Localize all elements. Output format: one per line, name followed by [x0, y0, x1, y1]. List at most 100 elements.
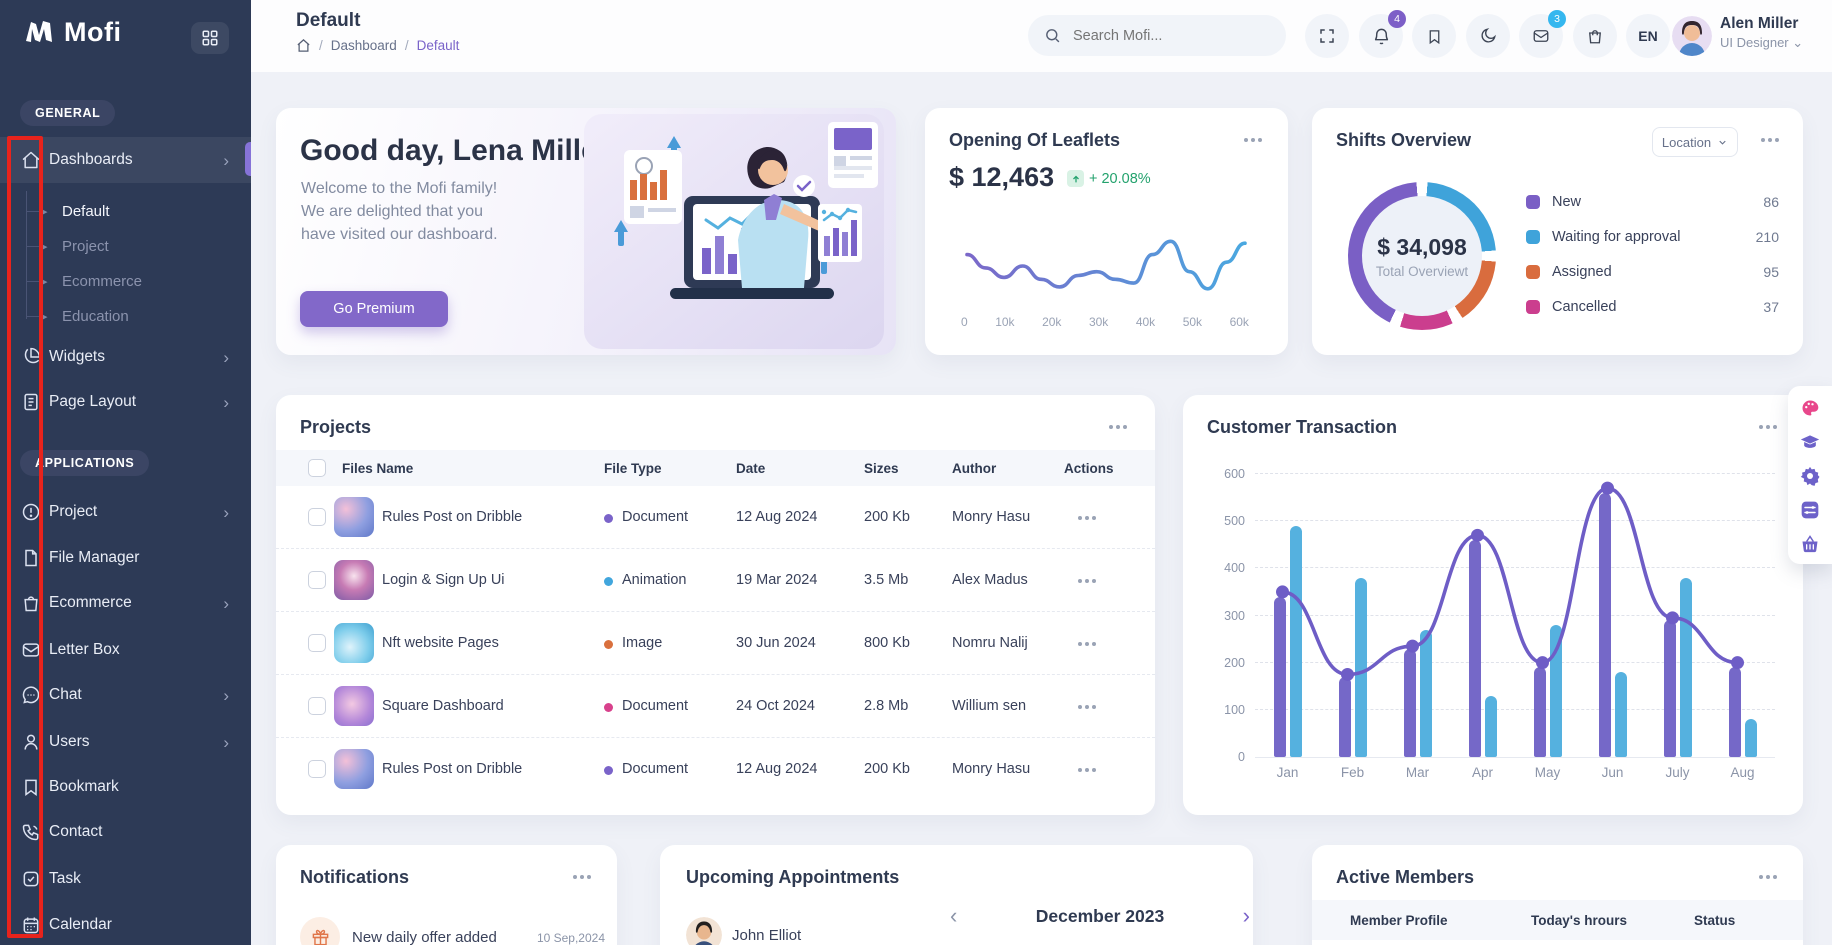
- sidebar-item-widgets[interactable]: Widgets ›: [0, 335, 251, 379]
- gridline: [1255, 708, 1775, 710]
- tx-bar-blue: [1419, 629, 1432, 757]
- row-actions-button[interactable]: [1072, 699, 1102, 715]
- fullscreen-button[interactable]: [1305, 14, 1349, 58]
- sidebar-item-task[interactable]: Task: [0, 857, 251, 901]
- customizer-panel: [1788, 386, 1832, 564]
- row-checkbox[interactable]: [308, 508, 326, 526]
- leaflets-card: Opening Of Leaflets $ 12,463 + 20.08% 0 …: [925, 108, 1288, 355]
- file-type-dot: [604, 640, 613, 649]
- arrow-bullet-icon: ▸: [42, 275, 48, 288]
- row-checkbox[interactable]: [308, 571, 326, 589]
- palette-icon[interactable]: [1796, 394, 1824, 422]
- sidebar-item-calendar[interactable]: Calendar: [0, 903, 251, 945]
- home-icon[interactable]: [296, 38, 311, 53]
- attendee-name[interactable]: John Elliot: [732, 927, 802, 944]
- user-profile[interactable]: Alen Miller UI Designer ⌄: [1720, 15, 1803, 51]
- sidebar-subitem-project[interactable]: ▸ Project: [0, 230, 251, 262]
- sidebar-item-chat[interactable]: Chat ›: [0, 673, 251, 717]
- gift-icon: [300, 917, 340, 945]
- next-month-button[interactable]: ›: [1242, 903, 1250, 928]
- user-name: Alen Miller: [1720, 15, 1799, 32]
- prev-month-button[interactable]: ‹: [950, 903, 958, 928]
- messages-button[interactable]: 3: [1519, 10, 1566, 58]
- sidebar-item-app-ecommerce[interactable]: Ecommerce ›: [0, 581, 251, 625]
- sidebar-item-letter-box[interactable]: Letter Box: [0, 628, 251, 672]
- chevron-down-icon: ⌄: [1788, 35, 1804, 50]
- sidebar-subitem-ecommerce[interactable]: ▸ Ecommerce: [0, 265, 251, 297]
- cart-button[interactable]: [1573, 14, 1617, 58]
- sidebar-subitem-education[interactable]: ▸ Education: [0, 300, 251, 332]
- search-box[interactable]: [1028, 15, 1286, 56]
- bookmark-button[interactable]: [1412, 14, 1456, 58]
- check-square-icon: [21, 869, 41, 889]
- submenu-connector: [26, 191, 27, 319]
- row-actions-button[interactable]: [1072, 762, 1102, 778]
- maximize-icon: [1320, 29, 1334, 43]
- legend-item-assigned: Assigned 95: [1526, 260, 1779, 284]
- appointments-title: Upcoming Appointments: [686, 867, 900, 887]
- sidebar-item-page-layout[interactable]: Page Layout ›: [0, 380, 251, 424]
- sidebar-item-users[interactable]: Users ›: [0, 720, 251, 764]
- row-actions-button[interactable]: [1072, 636, 1102, 652]
- tx-bar-purple: [1728, 667, 1741, 757]
- language-button[interactable]: EN: [1626, 14, 1670, 58]
- more-menu-button[interactable]: [567, 869, 597, 885]
- more-menu-button[interactable]: [1103, 419, 1133, 435]
- file-thumbnail: [334, 749, 374, 789]
- row-actions-button[interactable]: [1072, 510, 1102, 526]
- tx-bar-purple: [1598, 492, 1611, 757]
- gear-icon[interactable]: [1796, 462, 1824, 490]
- basket-icon[interactable]: [1796, 530, 1824, 558]
- appointments-card: Upcoming Appointments John Elliot ‹ Dece…: [660, 845, 1253, 945]
- row-checkbox[interactable]: [308, 760, 326, 778]
- table-row[interactable]: Nft website Pages Image 30 Jun 2024 800 …: [276, 612, 1155, 675]
- select-all-checkbox[interactable]: [308, 459, 326, 477]
- members-card: Active Members Member Profile Today's hr…: [1312, 845, 1803, 945]
- row-checkbox[interactable]: [308, 634, 326, 652]
- notifications-button[interactable]: 4: [1359, 10, 1406, 58]
- row-actions-button[interactable]: [1072, 573, 1102, 589]
- arrow-up-icon: [1067, 170, 1084, 187]
- table-row[interactable]: Rules Post on Dribble Document 12 Aug 20…: [276, 486, 1155, 549]
- message-icon: [1533, 30, 1549, 42]
- table-row[interactable]: Rules Post on Dribble Document 12 Aug 20…: [276, 738, 1155, 801]
- sidebar-item-bookmark[interactable]: Bookmark: [0, 765, 251, 809]
- go-premium-button[interactable]: Go Premium: [300, 291, 448, 327]
- search-input[interactable]: [1071, 26, 1265, 45]
- sidebar-item-label: Dashboards: [49, 151, 133, 168]
- sidebar-subitem-default[interactable]: ▸ Default: [0, 195, 251, 227]
- sidebar-item-app-project[interactable]: Project ›: [0, 490, 251, 534]
- leaflets-change: + 20.08%: [1067, 170, 1151, 187]
- more-menu-button[interactable]: [1238, 132, 1268, 148]
- more-menu-button[interactable]: [1755, 132, 1785, 148]
- x-axis-label: Mar: [1405, 765, 1430, 780]
- notifications-card: Notifications New daily offer added 10 S…: [276, 845, 617, 945]
- x-axis-label: Jan: [1276, 765, 1299, 780]
- leaflets-line-chart: [965, 239, 1247, 291]
- projects-title: Projects: [300, 417, 372, 437]
- breadcrumb-dashboard[interactable]: Dashboard: [330, 38, 397, 53]
- sliders-icon[interactable]: [1796, 496, 1824, 524]
- dark-mode-button[interactable]: [1466, 14, 1510, 58]
- file-icon: [21, 548, 41, 568]
- graduation-cap-icon[interactable]: [1796, 428, 1824, 456]
- table-row[interactable]: Square Dashboard Document 24 Oct 2024 2.…: [276, 675, 1155, 738]
- members-table-header: Member Profile Today's hrours Status: [1312, 900, 1803, 940]
- row-checkbox[interactable]: [308, 697, 326, 715]
- app-logo[interactable]: Mofi: [22, 15, 121, 49]
- location-filter-button[interactable]: Location: [1652, 127, 1738, 157]
- notification-text[interactable]: New daily offer added: [352, 929, 497, 945]
- sidebar-item-file-manager[interactable]: File Manager: [0, 536, 251, 580]
- sidebar-item-contact[interactable]: Contact: [0, 810, 251, 854]
- table-row[interactable]: Login & Sign Up Ui Animation 19 Mar 2024…: [276, 549, 1155, 612]
- user-avatar[interactable]: [1672, 16, 1712, 56]
- tx-bar-blue: [1354, 577, 1367, 757]
- user-role: UI Designer ⌄: [1720, 35, 1804, 50]
- sidebar-toggle-button[interactable]: [191, 22, 229, 54]
- sidebar-item-dashboards[interactable]: Dashboards ›: [0, 137, 251, 183]
- y-axis-label: 500: [1224, 514, 1245, 529]
- shifts-title: Shifts Overview: [1336, 130, 1472, 150]
- check-badge: [793, 175, 815, 197]
- more-menu-button[interactable]: [1753, 419, 1783, 435]
- more-menu-button[interactable]: [1753, 869, 1783, 885]
